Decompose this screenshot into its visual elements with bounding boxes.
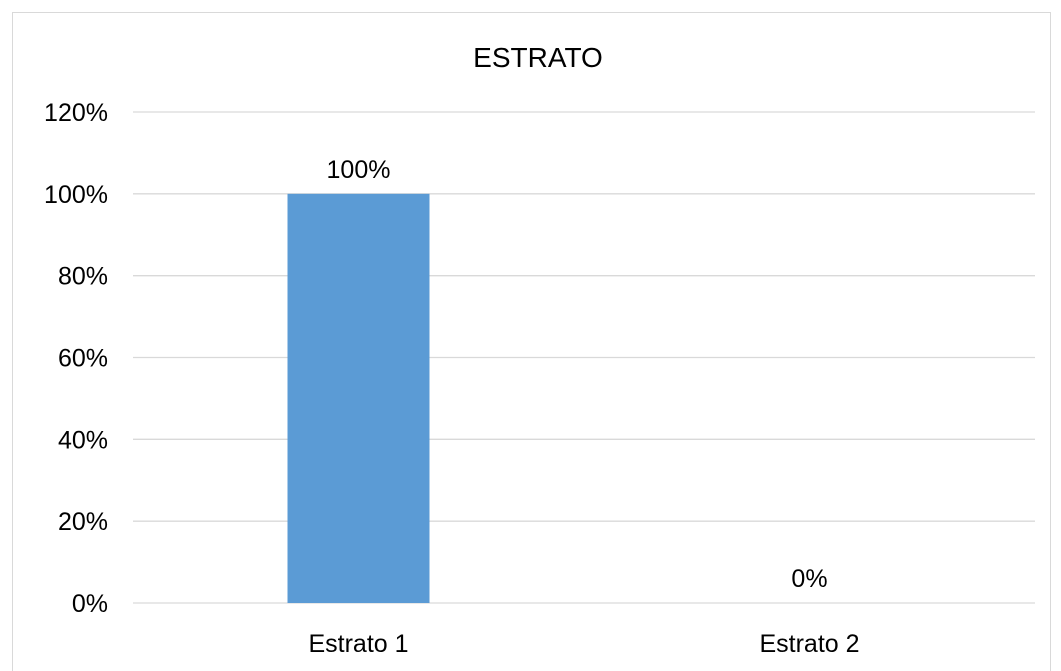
chart-frame [12, 12, 1051, 671]
y-tick-label-3: 60% [58, 345, 108, 373]
data-labels: 100% 0% [327, 156, 828, 593]
data-label-0: 100% [327, 156, 391, 184]
y-tick-label-6: 120% [44, 99, 108, 127]
bars [287, 193, 430, 604]
y-axis-tick-labels: 0% 20% 40% 60% 80% 100% 120% [44, 99, 108, 618]
y-tick-label-0: 0% [72, 590, 108, 618]
y-tick-label-5: 100% [44, 181, 108, 209]
gridlines [133, 111, 1035, 604]
y-tick-label-2: 40% [58, 426, 108, 454]
x-axis-tick-labels: Estrato 1 Estrato 2 [308, 630, 859, 658]
bar-0 [287, 193, 430, 604]
x-tick-label-1: Estrato 2 [759, 630, 859, 658]
y-tick-label-1: 20% [58, 508, 108, 536]
x-tick-label-0: Estrato 1 [308, 630, 408, 658]
y-tick-label-4: 80% [58, 263, 108, 291]
data-label-1: 0% [791, 565, 827, 593]
chart-title: ESTRATO [473, 42, 603, 73]
